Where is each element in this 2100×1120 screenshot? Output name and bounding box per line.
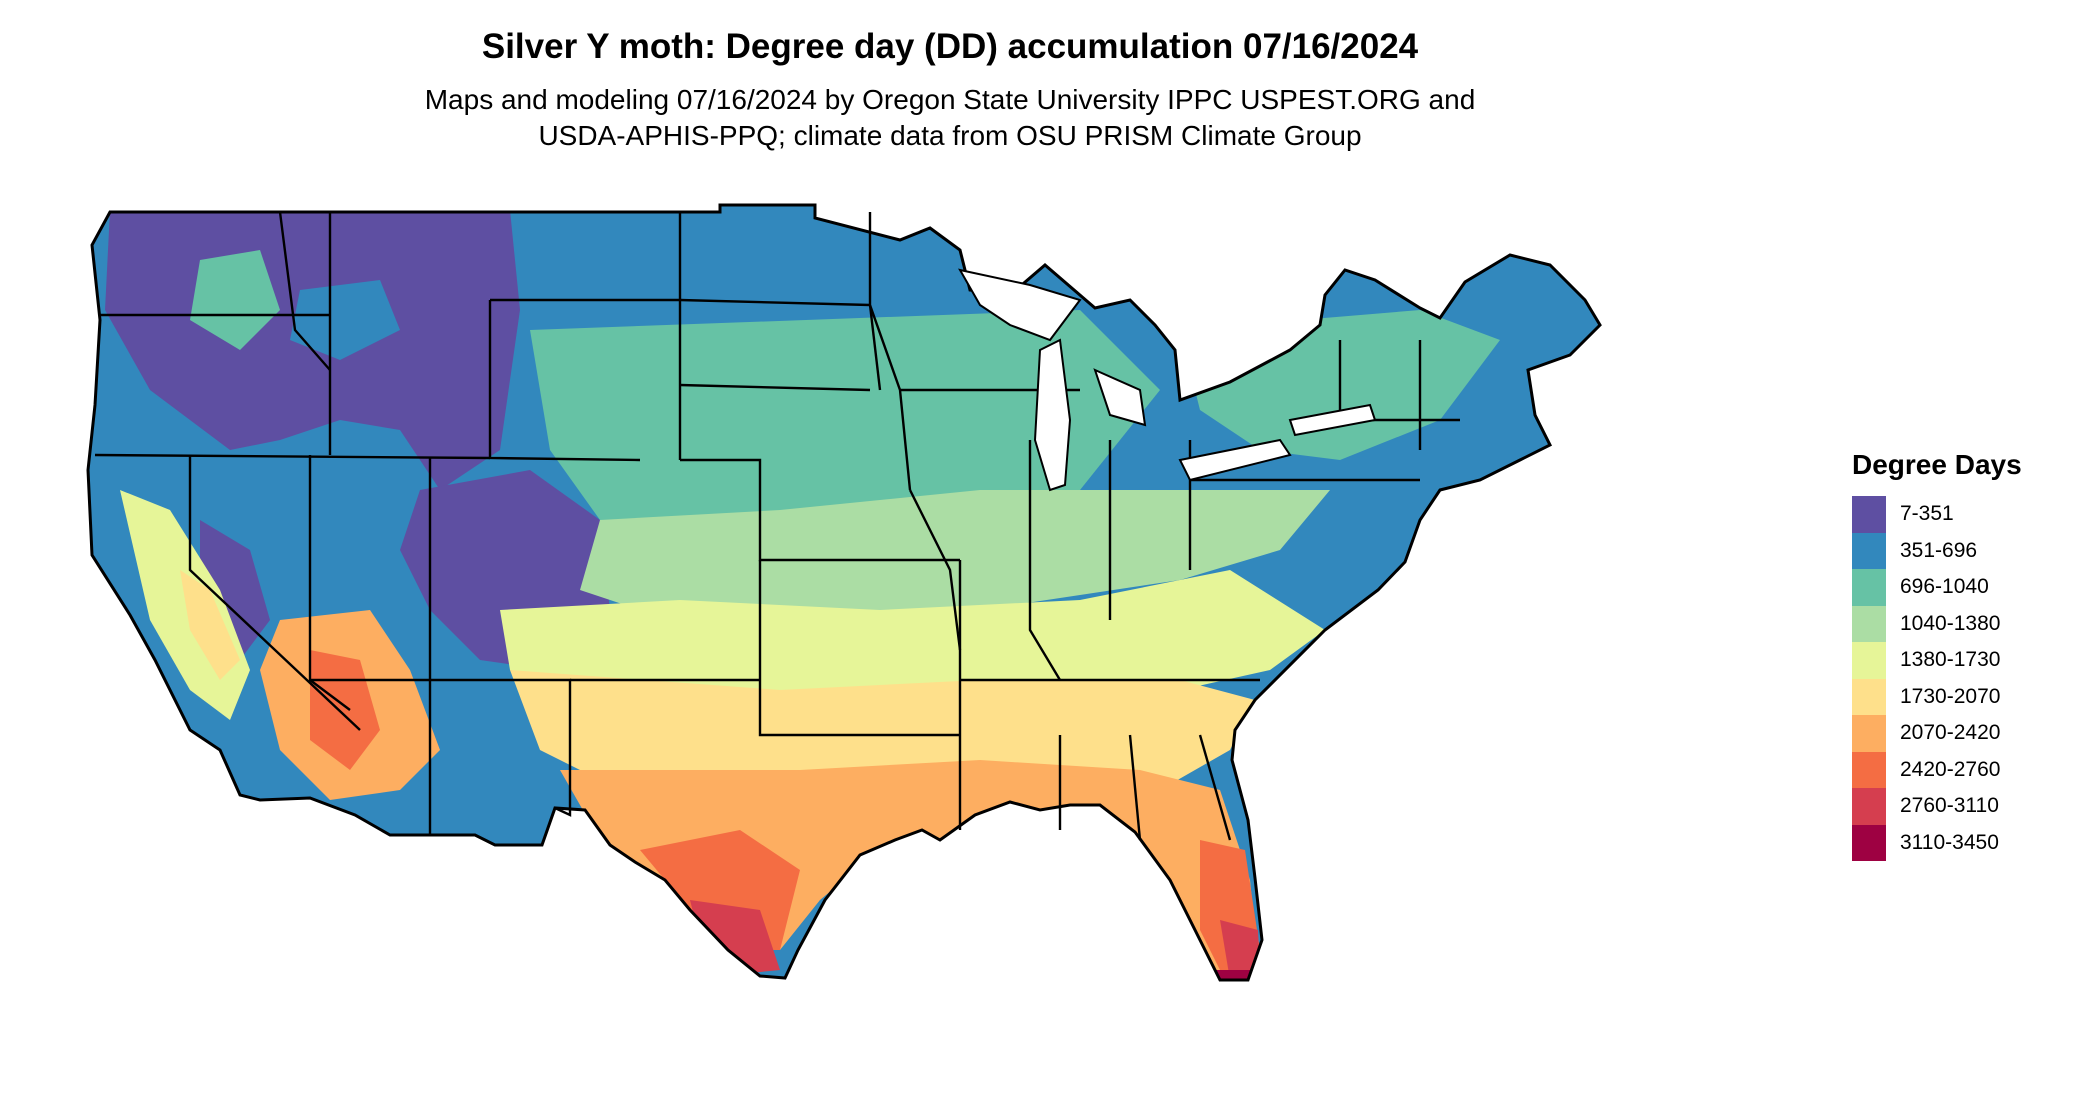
legend-item: 3110-3450 xyxy=(1852,824,2092,861)
legend-item: 1380-1730 xyxy=(1852,642,2092,679)
legend-item: 2760-3110 xyxy=(1852,788,2092,825)
legend-swatch xyxy=(1852,532,1886,569)
legend-label: 1040-1380 xyxy=(1900,611,2001,635)
legend-item: 1040-1380 xyxy=(1852,605,2092,642)
map-title: Silver Y moth: Degree day (DD) accumulat… xyxy=(481,27,1419,66)
legend-items: 7-351 351-696 696-1040 1040-1380 1380-1730 17… xyxy=(1852,496,2092,861)
legend-item: 696-1040 xyxy=(1852,569,2092,606)
legend-label: 696-1040 xyxy=(1900,575,1989,599)
legend-label: 1730-2070 xyxy=(1900,684,2001,708)
map-subtitle: Maps and modeling 07/16/2024 by Oregon S… xyxy=(424,84,1476,151)
legend-label: 351-696 xyxy=(1900,538,1978,562)
legend-swatch xyxy=(1852,788,1886,825)
legend-item: 351-696 xyxy=(1852,532,2092,569)
legend-label: 2760-3110 xyxy=(1900,794,1999,818)
legend-swatch xyxy=(1852,678,1886,715)
legend-swatch xyxy=(1852,605,1886,642)
legend-item: 2070-2420 xyxy=(1852,715,2092,752)
legend-swatch xyxy=(1852,642,1886,679)
legend-swatch xyxy=(1852,496,1886,533)
map-header: Silver Y moth: Degree day (DD) accumulat… xyxy=(0,26,1900,154)
legend-swatch xyxy=(1852,751,1886,788)
legend-item: 7-351 xyxy=(1852,496,2092,533)
legend-swatch xyxy=(1852,824,1886,861)
legend-item: 1730-2070 xyxy=(1852,678,2092,715)
legend-label: 2070-2420 xyxy=(1900,721,2001,745)
legend-title: Degree Days xyxy=(1852,449,2022,480)
legend-item: 2420-2760 xyxy=(1852,751,2092,788)
us-degree-day-map xyxy=(86,203,1602,982)
legend-label: 2420-2760 xyxy=(1900,757,2001,781)
legend-swatch xyxy=(1852,715,1886,752)
legend-swatch xyxy=(1852,569,1886,606)
legend-label: 1380-1730 xyxy=(1900,648,2001,672)
legend-label: 3110-3450 xyxy=(1900,830,1999,854)
map-legend: Degree Days 7-351 351-696 696-1040 1040-138… xyxy=(1852,448,2092,861)
legend-label: 7-351 xyxy=(1900,502,1954,526)
